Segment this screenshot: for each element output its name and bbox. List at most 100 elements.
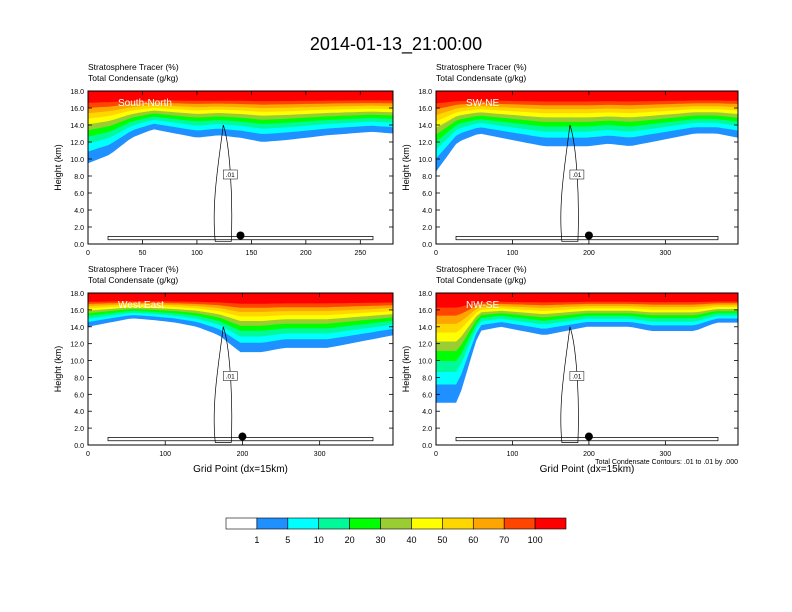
y-tick-label: 16.0 — [70, 308, 84, 315]
contour-label-box — [569, 169, 585, 180]
y-axis-title: Height (km) — [401, 144, 411, 191]
contour-label-box — [569, 371, 585, 381]
cross-section-label: South-North — [118, 98, 172, 109]
y-tick-label: 10.0 — [418, 157, 432, 164]
location-marker — [236, 231, 245, 240]
panel-header-tracer: Stratosphere Tracer (%) — [88, 264, 179, 274]
colorbar-swatch — [503, 517, 536, 530]
plot-frame — [435, 292, 739, 446]
contour-line — [455, 236, 719, 241]
y-tick-label: 0.0 — [74, 242, 84, 249]
cross-section-label: SW-NE — [466, 98, 499, 109]
y-tick-label: 2.0 — [74, 426, 84, 433]
y-tick-label: 6.0 — [74, 191, 84, 198]
y-tick-label: 14.0 — [418, 123, 432, 130]
y-tick-label: 2.0 — [74, 225, 84, 232]
panel-header-tracer: Stratosphere Tracer (%) — [436, 62, 527, 72]
tracer-band-level-10 — [88, 91, 393, 103]
y-tick-label: 16.0 — [70, 106, 84, 113]
y-tick-label: 8.0 — [422, 375, 432, 382]
panel-header-condensate: Total Condensate (g/kg) — [436, 275, 526, 285]
y-tick-label: 12.0 — [70, 342, 84, 349]
colorbar-swatch — [349, 517, 381, 530]
contour-line — [213, 326, 233, 443]
y-tick-label: 14.0 — [70, 123, 84, 130]
tracer-bands — [436, 91, 738, 172]
y-tick-label: 18.0 — [70, 291, 84, 298]
y-tick-label: 0.0 — [422, 242, 432, 249]
y-tick-label: 2.0 — [422, 225, 432, 232]
y-tick-label: 0.0 — [422, 443, 432, 450]
colorbar-label: 100 — [528, 535, 543, 545]
y-tick-label: 16.0 — [418, 308, 432, 315]
colorbar-swatch — [225, 517, 258, 530]
y-tick-label: 10.0 — [70, 157, 84, 164]
x-tick-label: 300 — [660, 250, 672, 257]
y-tick-label: 18.0 — [418, 89, 432, 96]
x-tick-label: 250 — [354, 250, 366, 257]
x-axis-title: Grid Point (dx=15km) — [540, 464, 635, 475]
x-tick-label: 0 — [434, 250, 438, 257]
colorbar-swatch — [256, 517, 289, 530]
y-tick-label: 12.0 — [70, 140, 84, 147]
contour-label-box — [223, 371, 238, 381]
y-tick-label: 10.0 — [418, 359, 432, 366]
contour-label: .01 — [223, 169, 238, 180]
contour-label-text: .01 — [572, 373, 581, 380]
y-tick-label: 14.0 — [70, 325, 84, 332]
y-tick-label: 4.0 — [74, 208, 84, 215]
colorbar-label: 70 — [499, 535, 509, 545]
condensate-contours — [455, 124, 719, 242]
y-tick-label: 10.0 — [70, 359, 84, 366]
colorbar-swatch — [534, 517, 567, 530]
condensate-contours — [107, 326, 374, 443]
y-tick-label: 18.0 — [418, 291, 432, 298]
y-tick-label: 18.0 — [70, 89, 84, 96]
colorbar: 1 5 10 20 30 40 50 60 70 100 — [225, 517, 567, 545]
y-tick-label: 4.0 — [74, 409, 84, 416]
y-tick-label: 8.0 — [74, 174, 84, 181]
y-axis-title: Height (km) — [53, 144, 63, 191]
y-tick-label: 6.0 — [422, 191, 432, 198]
y-tick-label: 8.0 — [74, 375, 84, 382]
plot-frame — [87, 90, 394, 245]
y-tick-label: 8.0 — [422, 174, 432, 181]
location-marker — [238, 432, 247, 441]
panel-header-tracer: Stratosphere Tracer (%) — [436, 264, 527, 274]
contour-label: .01 — [569, 371, 585, 381]
colorbar-label: 10 — [314, 535, 324, 545]
cross-section-label: NW-SE — [466, 300, 499, 311]
colorbar-label: 30 — [376, 535, 386, 545]
x-tick-label: 300 — [660, 451, 672, 458]
x-tick-label: 0 — [434, 451, 438, 458]
colorbar-label: 5 — [285, 535, 290, 545]
tracer-bands — [88, 91, 393, 164]
contour-line — [107, 236, 374, 241]
y-axis-title: Height (km) — [53, 346, 63, 393]
x-tick-label: 50 — [139, 250, 147, 257]
panel-top-left: Stratosphere Tracer (%)Total Condensate … — [53, 62, 394, 257]
contour-line — [107, 437, 374, 442]
x-tick-label: 100 — [507, 250, 519, 257]
x-tick-label: 100 — [159, 451, 171, 458]
y-tick-label: 6.0 — [422, 392, 432, 399]
y-axis-title: Height (km) — [401, 346, 411, 393]
y-tick-label: 4.0 — [422, 409, 432, 416]
x-tick-label: 0 — [86, 451, 90, 458]
tracer-band-level-10 — [436, 91, 738, 104]
contour-label-text: .01 — [572, 172, 581, 179]
contour-line — [455, 437, 719, 442]
location-marker — [584, 231, 593, 240]
location-marker — [584, 432, 593, 441]
contour-line — [213, 124, 233, 242]
panel-header-condensate: Total Condensate (g/kg) — [88, 275, 178, 285]
y-tick-label: 2.0 — [422, 426, 432, 433]
plot-frame — [87, 292, 394, 446]
tracer-band-level-10 — [88, 293, 393, 304]
panel-header-condensate: Total Condensate (g/kg) — [436, 73, 526, 83]
x-tick-label: 300 — [314, 451, 326, 458]
colorbar-swatch — [287, 517, 320, 530]
cross-section-label: West-East — [118, 300, 164, 311]
colorbar-swatch — [411, 517, 443, 530]
